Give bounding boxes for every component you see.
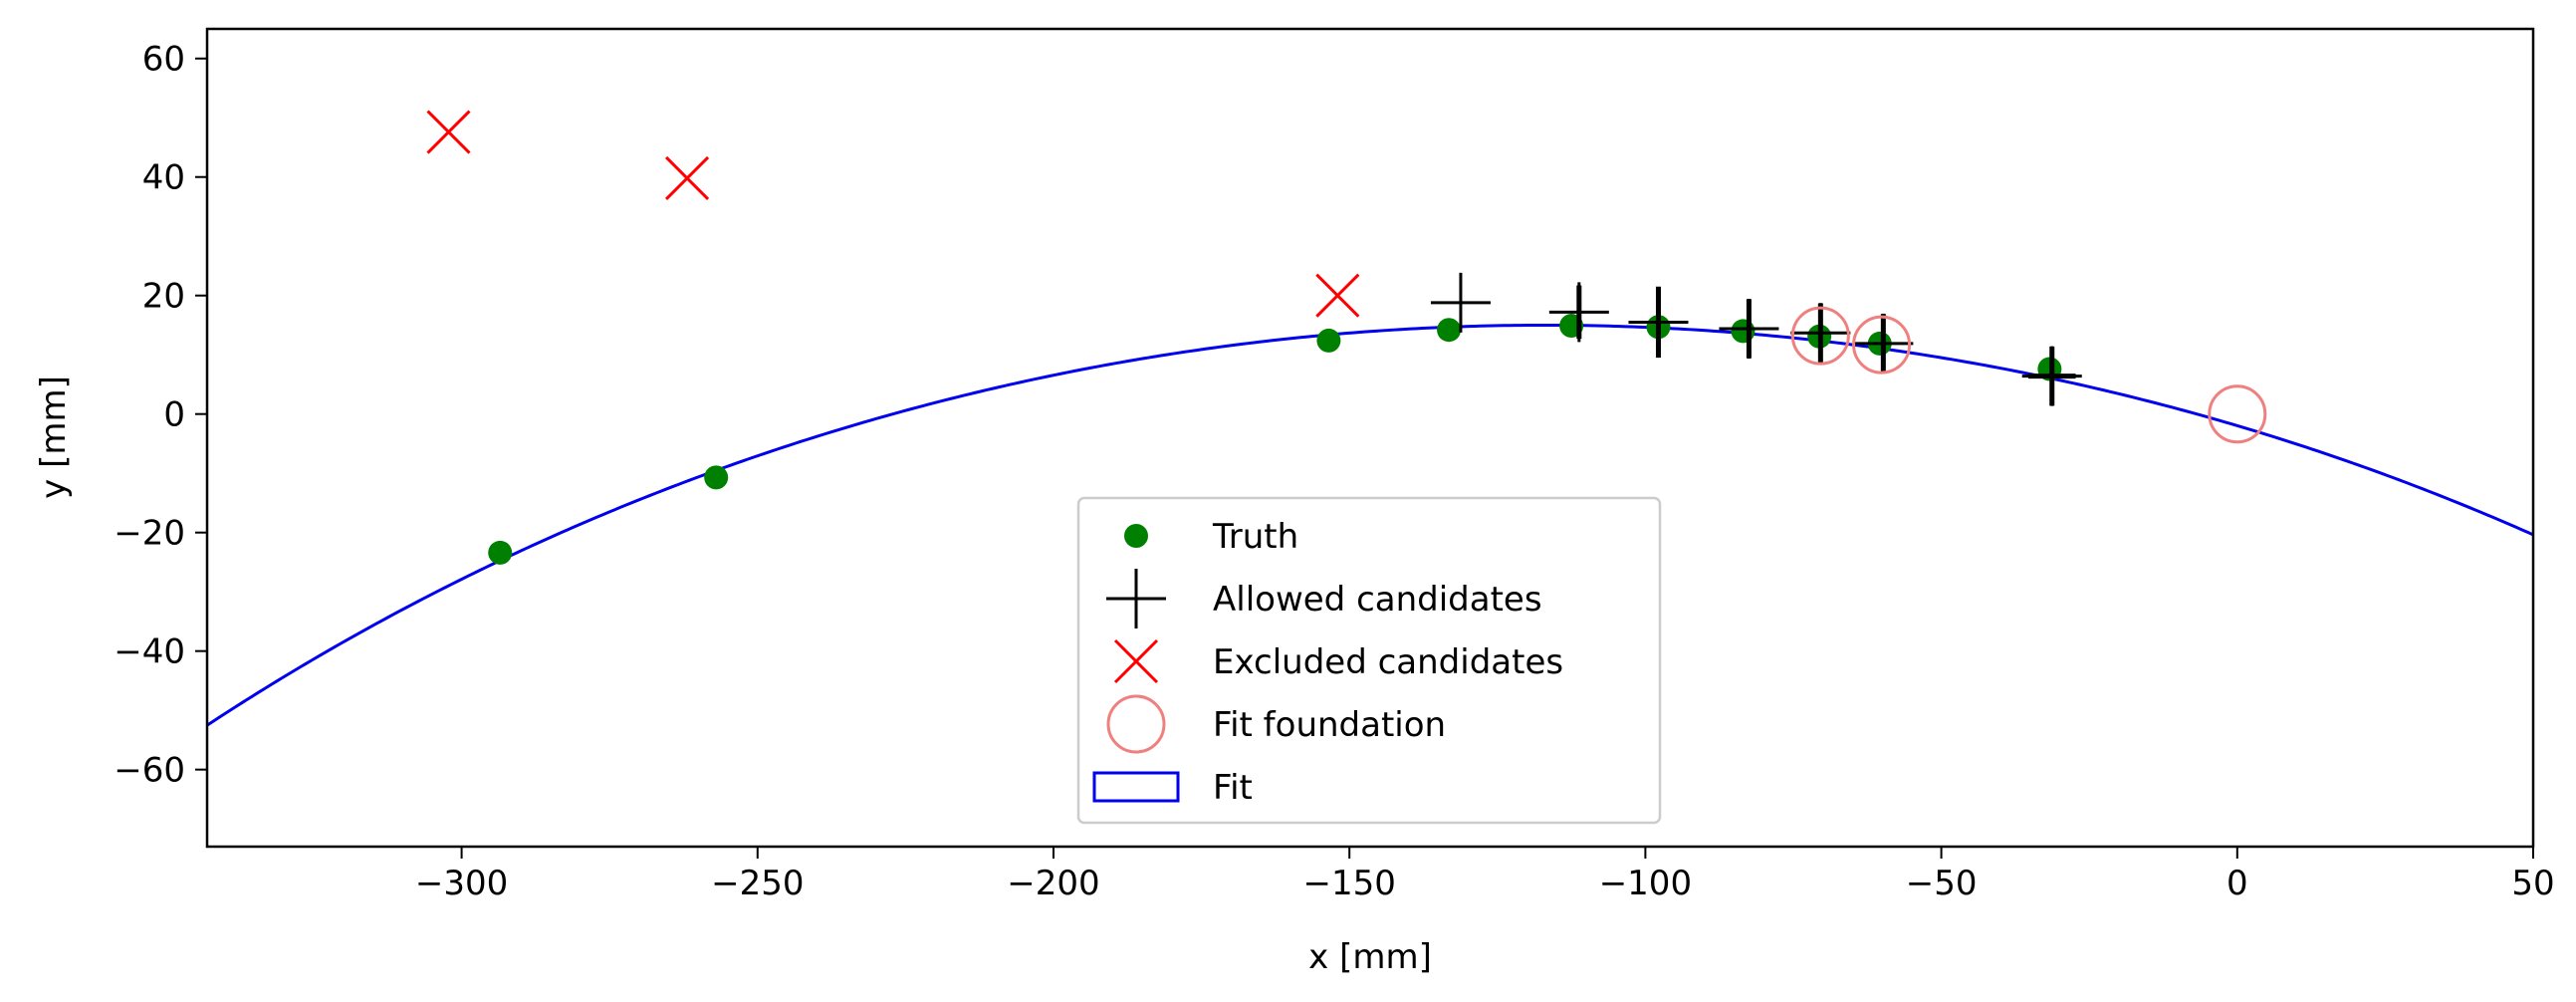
truth-point-dot <box>1437 318 1462 343</box>
excluded-candidate-d2 <box>664 155 710 200</box>
x-tick-label: −100 <box>1599 864 1692 903</box>
y-tick-label: −20 <box>114 514 185 554</box>
legend-marker-d2 <box>1113 638 1159 684</box>
legend-marker <box>1106 569 1166 628</box>
fit-foundation-point-ring <box>1852 315 1912 375</box>
legend-marker-ring <box>1106 694 1166 754</box>
y-tick-label: −60 <box>114 751 185 791</box>
legend-item: Excluded candidates <box>1113 638 1563 684</box>
x-tick-label: −50 <box>1906 864 1978 903</box>
legend-item: Truth <box>1124 517 1298 557</box>
fit-curve <box>207 323 2533 727</box>
allowed-candidate <box>1628 286 1689 359</box>
truth-point <box>488 540 513 565</box>
excluded-candidate-d2 <box>426 110 471 154</box>
x-tick-label: −150 <box>1303 864 1396 903</box>
x-tick-label: 0 <box>2226 864 2248 903</box>
legend-marker <box>1113 638 1159 684</box>
excluded-candidate <box>1315 273 1360 318</box>
y-tick-label: −40 <box>114 632 185 672</box>
truth-point <box>1316 328 1341 353</box>
legend-box <box>1076 496 1662 825</box>
fit-foundation-point <box>2208 384 2267 444</box>
legend-label: Fit <box>1213 768 1253 808</box>
truth-point-dot <box>704 465 729 490</box>
y-axis-label: y [mm] <box>34 376 74 499</box>
legend-label: Allowed candidates <box>1213 580 1542 620</box>
y-tick-label: 20 <box>142 277 185 317</box>
legend-item: Fit <box>1092 768 1253 808</box>
legend: Truth Allowed candidates Excluded candidat… <box>1076 496 1662 825</box>
x-tick-label: −200 <box>1007 864 1099 903</box>
ticks: −300 −250 −200 −150 −100 −50 0 50−60−40−2002040… <box>114 40 2554 903</box>
excluded-candidate <box>426 110 471 154</box>
axes-frame <box>205 27 2535 849</box>
x-tick-label: 50 <box>2511 864 2554 903</box>
allowed-candidate <box>1548 282 1609 343</box>
x-tick-label: −250 <box>711 864 804 903</box>
y-tick-label: 60 <box>142 40 185 80</box>
allowed-candidate <box>2021 346 2082 406</box>
legend-swatch-fit <box>1092 771 1180 803</box>
legend-marker <box>1106 694 1166 754</box>
legend-item: Allowed candidates <box>1106 569 1542 628</box>
fit-foundation-point-ring <box>2208 384 2267 444</box>
allowed-candidate <box>1790 303 1851 364</box>
excluded-candidate <box>664 155 710 200</box>
allowed-candidate <box>1853 313 1914 374</box>
allowed-candidate <box>1719 299 1779 360</box>
fit-foundation-point <box>1790 306 1850 366</box>
truth-point-dot <box>1316 328 1341 353</box>
truth-point <box>704 465 729 490</box>
y-tick-label: 40 <box>142 158 185 198</box>
legend-marker <box>1124 524 1148 548</box>
truth-point <box>1437 318 1462 343</box>
excluded-candidate-d2 <box>1315 273 1360 318</box>
allowed-candidate <box>1430 272 1491 333</box>
legend-item: Fit foundation <box>1106 694 1446 754</box>
truth-point-dot <box>488 540 513 565</box>
legend-label: Excluded candidates <box>1213 642 1563 682</box>
legend-label: Truth <box>1212 517 1298 557</box>
legend-marker-dot <box>1124 524 1148 548</box>
fit-foundation-point <box>1852 315 1912 375</box>
plot-area <box>207 110 2533 727</box>
x-axis-label: x [mm] <box>1308 937 1432 977</box>
fit-foundation-point-ring <box>1790 306 1850 366</box>
legend-label: Fit foundation <box>1213 705 1446 745</box>
y-tick-label: 0 <box>163 395 185 435</box>
x-tick-label: −300 <box>415 864 508 903</box>
